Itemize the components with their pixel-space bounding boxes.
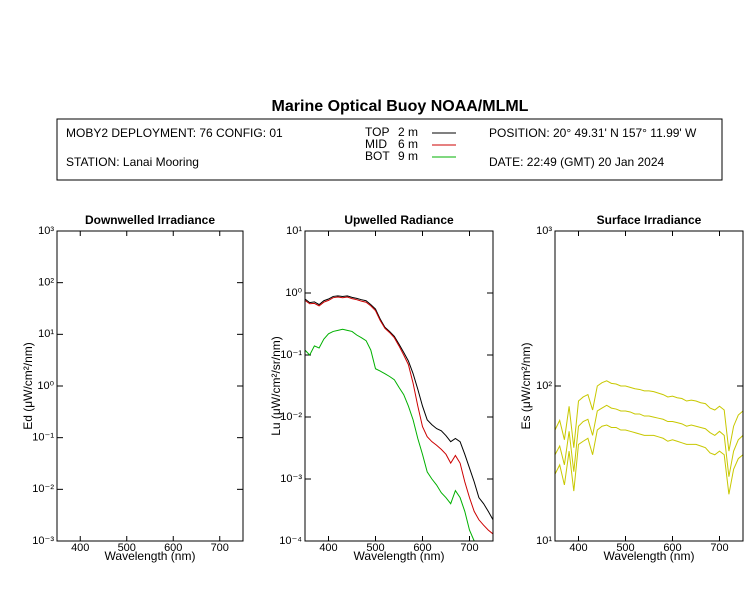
plot-area [555, 231, 743, 541]
x-axis-label: Wavelength (nm) [604, 549, 695, 563]
legend-name: TOP [365, 125, 389, 139]
legend-depth: 9 m [398, 149, 418, 163]
y-tick-label: 10⁻⁴ [279, 535, 302, 547]
y-tick-label: 10⁻³ [280, 473, 302, 485]
panel-title: Downwelled Irradiance [85, 213, 215, 227]
y-tick-label: 10² [536, 380, 552, 392]
y-tick-label: 10⁻² [280, 411, 302, 423]
y-tick-label: 10⁻¹ [32, 432, 54, 444]
legend-depth: 2 m [398, 125, 418, 139]
y-tick-label: 10⁰ [37, 380, 54, 392]
x-tick-label: 500 [118, 542, 136, 554]
legend-name: BOT [365, 149, 390, 163]
position: POSITION: 20° 49.31' N 157° 11.99' W [489, 126, 697, 140]
x-tick-label: 700 [460, 542, 478, 554]
y-tick-label: 10⁰ [285, 287, 302, 299]
y-axis-label: Lu (μW/cm²/sr/nm) [269, 336, 283, 436]
y-tick-label: 10¹ [38, 328, 54, 340]
x-axis-label: Wavelength (nm) [354, 549, 445, 563]
x-tick-label: 700 [211, 542, 229, 554]
y-tick-label: 10⁻³ [32, 535, 54, 547]
plot-frame [304, 230, 494, 542]
plot-area [57, 231, 243, 541]
x-tick-label: 500 [366, 542, 384, 554]
plot-frame [56, 230, 244, 542]
x-tick-label: 600 [413, 542, 431, 554]
deployment: MOBY2 DEPLOYMENT: 76 CONFIG: 01 [66, 126, 283, 140]
x-tick-label: 400 [71, 542, 89, 554]
y-tick-label: 10¹ [286, 225, 302, 237]
date: DATE: 22:49 (GMT) 20 Jan 2024 [489, 155, 665, 169]
x-axis-label: Wavelength (nm) [105, 549, 196, 563]
panel-title: Upwelled Radiance [344, 213, 454, 227]
legend-name: MID [365, 137, 387, 151]
x-tick-label: 600 [164, 542, 182, 554]
y-tick-label: 10⁻² [32, 483, 54, 495]
plot-frame [554, 230, 744, 542]
y-tick-label: 10³ [38, 225, 54, 237]
station: STATION: Lanai Mooring [66, 155, 199, 169]
series-line [555, 404, 743, 477]
info-box [56, 118, 723, 181]
y-tick-label: 10³ [536, 225, 552, 237]
y-axis-label: Es (μW/cm²/nm) [519, 343, 533, 430]
x-tick-label: 700 [710, 542, 728, 554]
series-line [305, 328, 475, 541]
y-axis-label: Ed (μW/cm²/nm) [21, 342, 35, 430]
plot-area [305, 231, 493, 541]
y-tick-label: 10² [38, 277, 54, 289]
series-line [555, 380, 743, 452]
series-line [305, 295, 493, 521]
page-title: Marine Optical Buoy NOAA/MLML [272, 98, 529, 115]
y-tick-label: 10⁻¹ [280, 349, 302, 361]
y-tick-label: 10¹ [536, 535, 552, 547]
legend-depth: 6 m [398, 137, 418, 151]
series-line [305, 296, 493, 535]
x-tick-label: 600 [663, 542, 681, 554]
x-tick-label: 400 [319, 542, 337, 554]
series-line [555, 424, 743, 495]
x-tick-label: 400 [569, 542, 587, 554]
x-tick-label: 500 [616, 542, 634, 554]
panel-title: Surface Irradiance [597, 213, 702, 227]
